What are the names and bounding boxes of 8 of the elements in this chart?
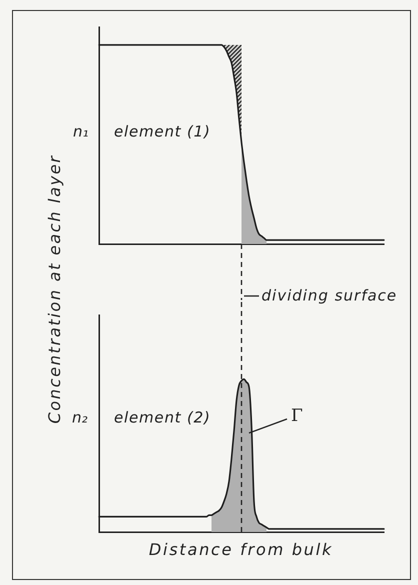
text: n₂ — [72, 408, 88, 427]
annotation: Γ — [291, 406, 303, 427]
x-axis-title: Distance from bulk — [148, 540, 334, 560]
text: n₁ — [73, 122, 89, 141]
series-label: element (1) — [114, 122, 211, 141]
y-axis-title: Concentration at each layer — [44, 154, 64, 424]
series-label: element (2) — [114, 408, 211, 427]
text: dividing surface — [262, 286, 398, 304]
